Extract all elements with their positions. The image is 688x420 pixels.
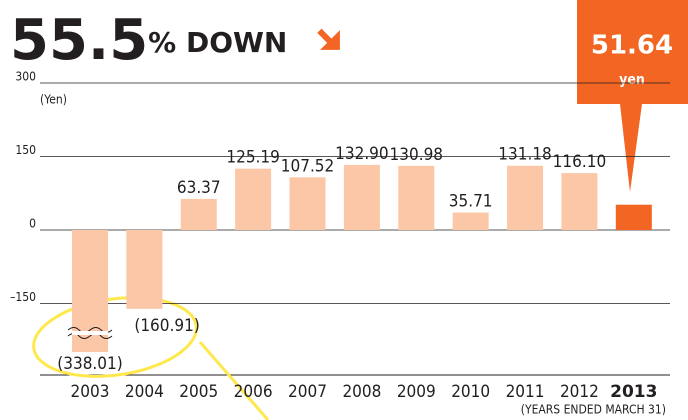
x-tick-label: 2013 bbox=[610, 382, 657, 402]
value-label: 116.10 bbox=[553, 152, 607, 172]
highlight-line bbox=[198, 341, 270, 420]
value-label: 130.98 bbox=[390, 145, 444, 165]
x-tick-label: 2012 bbox=[560, 382, 599, 402]
bar-break-gap bbox=[71, 331, 108, 335]
value-label: 107.52 bbox=[281, 156, 335, 176]
bar bbox=[343, 164, 380, 230]
x-tick-label: 2003 bbox=[71, 382, 110, 402]
y-axis-label: (Yen) bbox=[40, 93, 67, 107]
bar bbox=[235, 168, 272, 230]
bar bbox=[180, 198, 217, 230]
highlight-circle bbox=[32, 296, 198, 378]
y-tick-label: 300 bbox=[15, 70, 36, 84]
x-tick-label: 2006 bbox=[234, 382, 273, 402]
y-tick-label: –150 bbox=[10, 290, 36, 304]
y-tick-label: 0 bbox=[29, 217, 36, 231]
x-tick-label: 2011 bbox=[506, 382, 545, 402]
chart-title: 55.5% DOWN bbox=[10, 8, 287, 73]
value-label: 63.37 bbox=[177, 178, 221, 198]
value-label: 125.19 bbox=[226, 148, 280, 168]
x-tick-label: 2008 bbox=[342, 382, 381, 402]
x-tick-label: 2010 bbox=[451, 382, 490, 402]
value-label: 132.90 bbox=[335, 144, 389, 164]
value-label: (160.91) bbox=[134, 316, 199, 336]
x-tick-label: 2009 bbox=[397, 382, 436, 402]
bars bbox=[71, 164, 652, 352]
x-tick-label: 2007 bbox=[288, 382, 327, 402]
bar bbox=[289, 177, 326, 230]
bar bbox=[398, 165, 435, 230]
value-label: 51.64 bbox=[591, 31, 673, 61]
bar bbox=[452, 212, 489, 230]
footnote: (YEARS ENDED MARCH 31) bbox=[521, 403, 666, 417]
x-tick-label: 2005 bbox=[179, 382, 218, 402]
bar bbox=[507, 165, 544, 230]
bar bbox=[561, 173, 598, 230]
y-tick-label: 150 bbox=[15, 143, 36, 157]
callout bbox=[577, 0, 688, 192]
bar bbox=[615, 204, 652, 230]
value-label: (338.01) bbox=[57, 354, 122, 374]
callout-unit: yen bbox=[619, 72, 645, 88]
value-label: 35.71 bbox=[449, 192, 493, 212]
bar bbox=[126, 230, 163, 309]
down-arrow bbox=[317, 28, 340, 50]
x-tick-label: 2004 bbox=[125, 382, 164, 402]
value-label: 131.18 bbox=[498, 145, 552, 165]
